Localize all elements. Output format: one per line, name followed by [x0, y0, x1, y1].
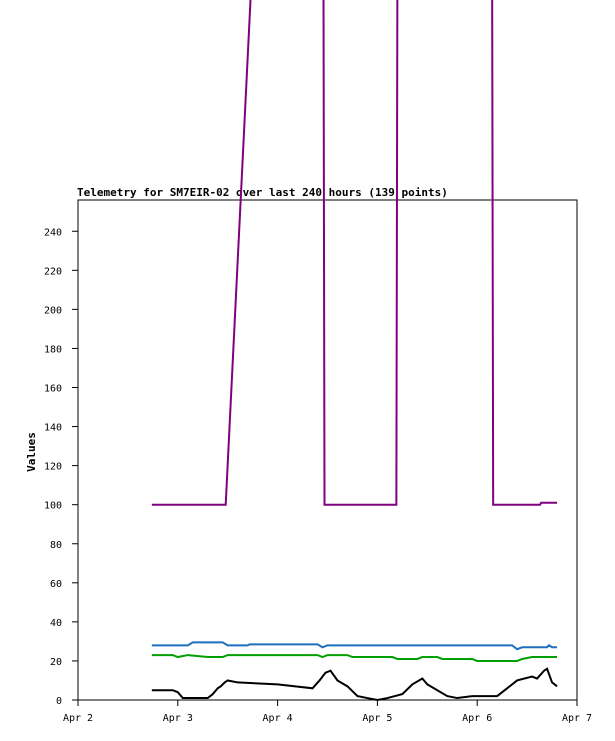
x-tick-label: Apr 5 [362, 713, 392, 724]
y-tick-label: 60 [50, 579, 62, 590]
y-tick-label: 160 [44, 384, 62, 395]
y-tick-label: 0 [56, 696, 62, 707]
x-tick-label: Apr 4 [263, 713, 293, 724]
y-tick-label: 40 [50, 618, 62, 629]
plot-frame [77, 199, 578, 701]
y-tick-label: 240 [44, 227, 62, 238]
x-tick-label: Apr 2 [63, 713, 93, 724]
chart-title: Telemetry for SM7EIR-02 over last 240 ho… [77, 186, 448, 199]
y-tick-label: 140 [44, 423, 62, 434]
y-tick-label: 80 [50, 540, 62, 551]
y-tick-label: 120 [44, 462, 62, 473]
series-line [151, 667, 558, 702]
y-axis-label: Values [25, 432, 38, 472]
series-line [151, 0, 558, 506]
y-tick-label: 220 [44, 266, 62, 277]
x-tick-label: Apr 7 [562, 713, 592, 724]
y-tick-label: 100 [44, 501, 62, 512]
x-tick-label: Apr 6 [462, 713, 492, 724]
y-tick-label: 200 [44, 305, 62, 316]
series-line [151, 641, 558, 651]
y-tick-label: 20 [50, 657, 62, 668]
y-tick-label: 180 [44, 344, 62, 355]
series-line [151, 654, 558, 662]
x-tick-label: Apr 3 [163, 713, 193, 724]
